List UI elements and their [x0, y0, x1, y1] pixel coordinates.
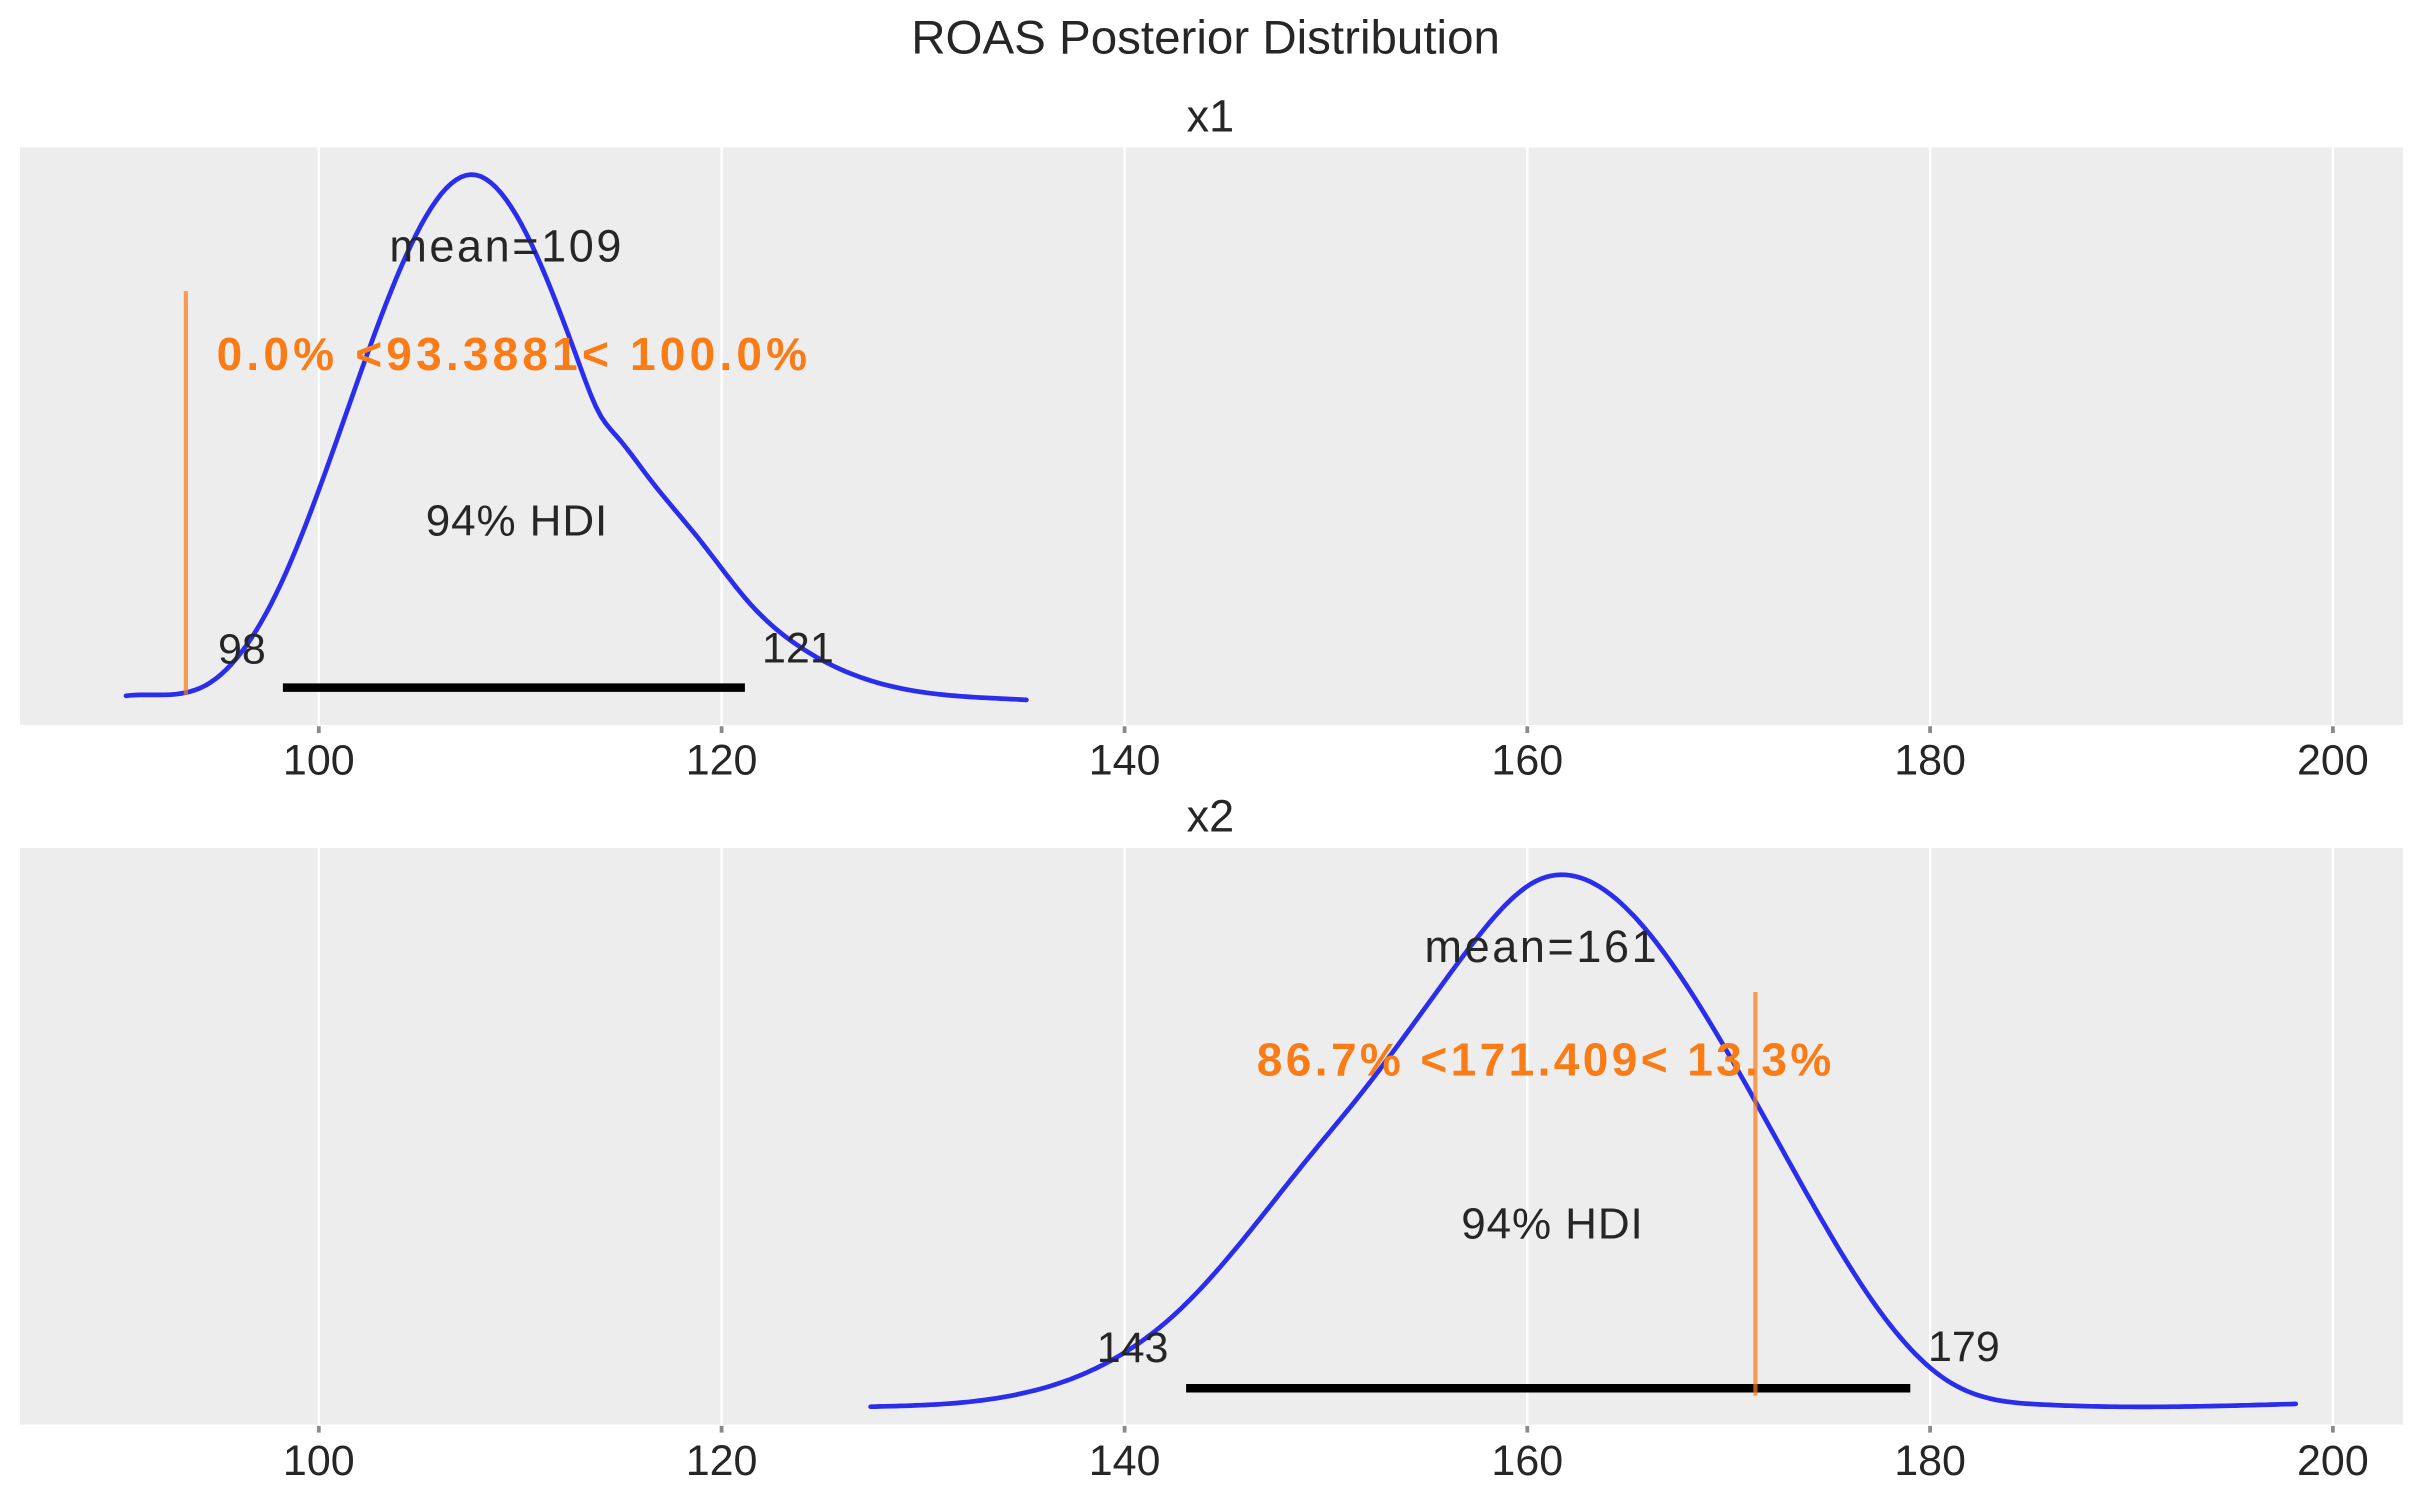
svg-text:121: 121 — [762, 625, 834, 673]
svg-text:140: 140 — [1089, 1437, 1161, 1485]
svg-text:140: 140 — [1089, 736, 1161, 784]
svg-text:x2: x2 — [1187, 791, 1235, 842]
svg-text:200: 200 — [2297, 736, 2369, 784]
svg-text:x1: x1 — [1187, 91, 1235, 142]
svg-text:120: 120 — [686, 736, 758, 784]
svg-text:94% HDI: 94% HDI — [1461, 1200, 1643, 1249]
svg-text:179: 179 — [1928, 1323, 2000, 1371]
svg-text:160: 160 — [1491, 736, 1563, 784]
svg-text:0.0% <93.3881< 100.0%: 0.0% <93.3881< 100.0% — [217, 328, 812, 380]
svg-text:94% HDI: 94% HDI — [426, 497, 608, 546]
svg-text:200: 200 — [2297, 1437, 2369, 1485]
svg-text:86.7% <171.409< 13.3%: 86.7% <171.409< 13.3% — [1257, 1033, 1835, 1085]
svg-text:180: 180 — [1894, 736, 1966, 784]
svg-text:160: 160 — [1491, 1437, 1563, 1485]
svg-text:100: 100 — [283, 1437, 355, 1485]
svg-text:143: 143 — [1097, 1324, 1169, 1372]
svg-text:180: 180 — [1894, 1437, 1966, 1485]
svg-text:mean=161: mean=161 — [1425, 921, 1660, 972]
svg-text:100: 100 — [283, 736, 355, 784]
svg-text:120: 120 — [686, 1437, 758, 1485]
svg-text:ROAS Posterior Distribution: ROAS Posterior Distribution — [911, 11, 1500, 64]
svg-text:mean=109: mean=109 — [389, 221, 624, 272]
svg-text:98: 98 — [218, 626, 266, 674]
